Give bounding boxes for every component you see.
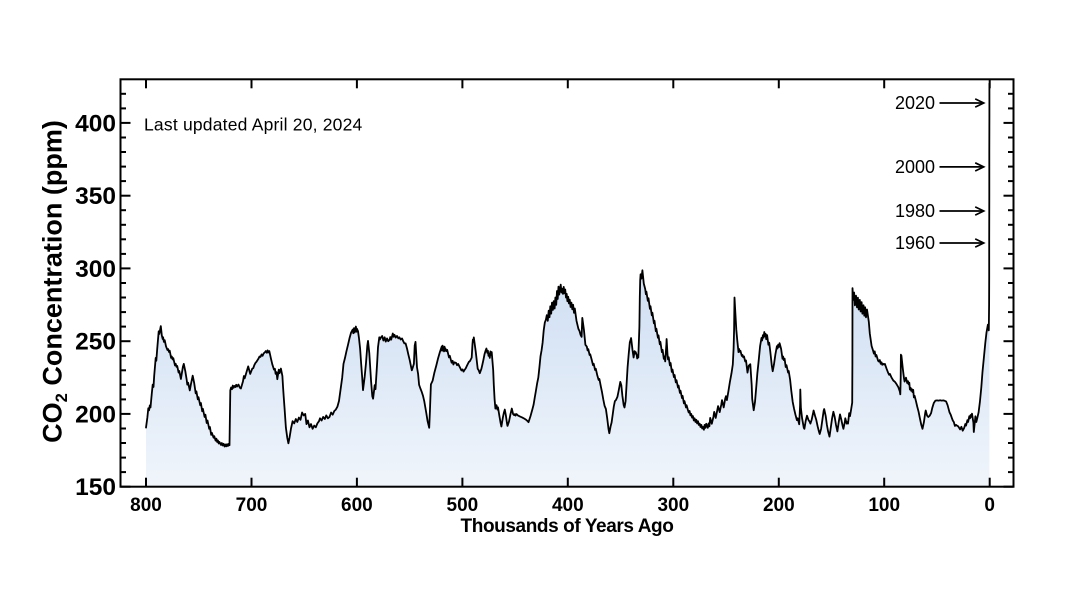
svg-text:150: 150 <box>75 474 116 501</box>
svg-text:500: 500 <box>447 495 479 516</box>
svg-text:400: 400 <box>552 495 584 516</box>
svg-text:700: 700 <box>236 495 268 516</box>
svg-text:2000: 2000 <box>895 157 935 177</box>
svg-text:Thousands of Years Ago: Thousands of Years Ago <box>461 516 674 537</box>
svg-text:800: 800 <box>130 495 162 516</box>
svg-text:1960: 1960 <box>895 233 935 253</box>
svg-text:2020: 2020 <box>895 93 935 113</box>
svg-text:200: 200 <box>763 495 795 516</box>
svg-text:200: 200 <box>75 401 116 428</box>
svg-text:100: 100 <box>868 495 900 516</box>
svg-text:400: 400 <box>75 110 116 137</box>
svg-text:300: 300 <box>75 256 116 283</box>
svg-text:250: 250 <box>75 329 116 356</box>
svg-text:1980: 1980 <box>895 201 935 221</box>
svg-text:350: 350 <box>75 183 116 210</box>
svg-text:300: 300 <box>657 495 689 516</box>
svg-text:600: 600 <box>341 495 373 516</box>
svg-text:CO2 Concentration (ppm): CO2 Concentration (ppm) <box>38 120 72 443</box>
svg-text:Last updated April 20, 2024: Last updated April 20, 2024 <box>144 115 363 135</box>
svg-text:0: 0 <box>984 495 995 516</box>
